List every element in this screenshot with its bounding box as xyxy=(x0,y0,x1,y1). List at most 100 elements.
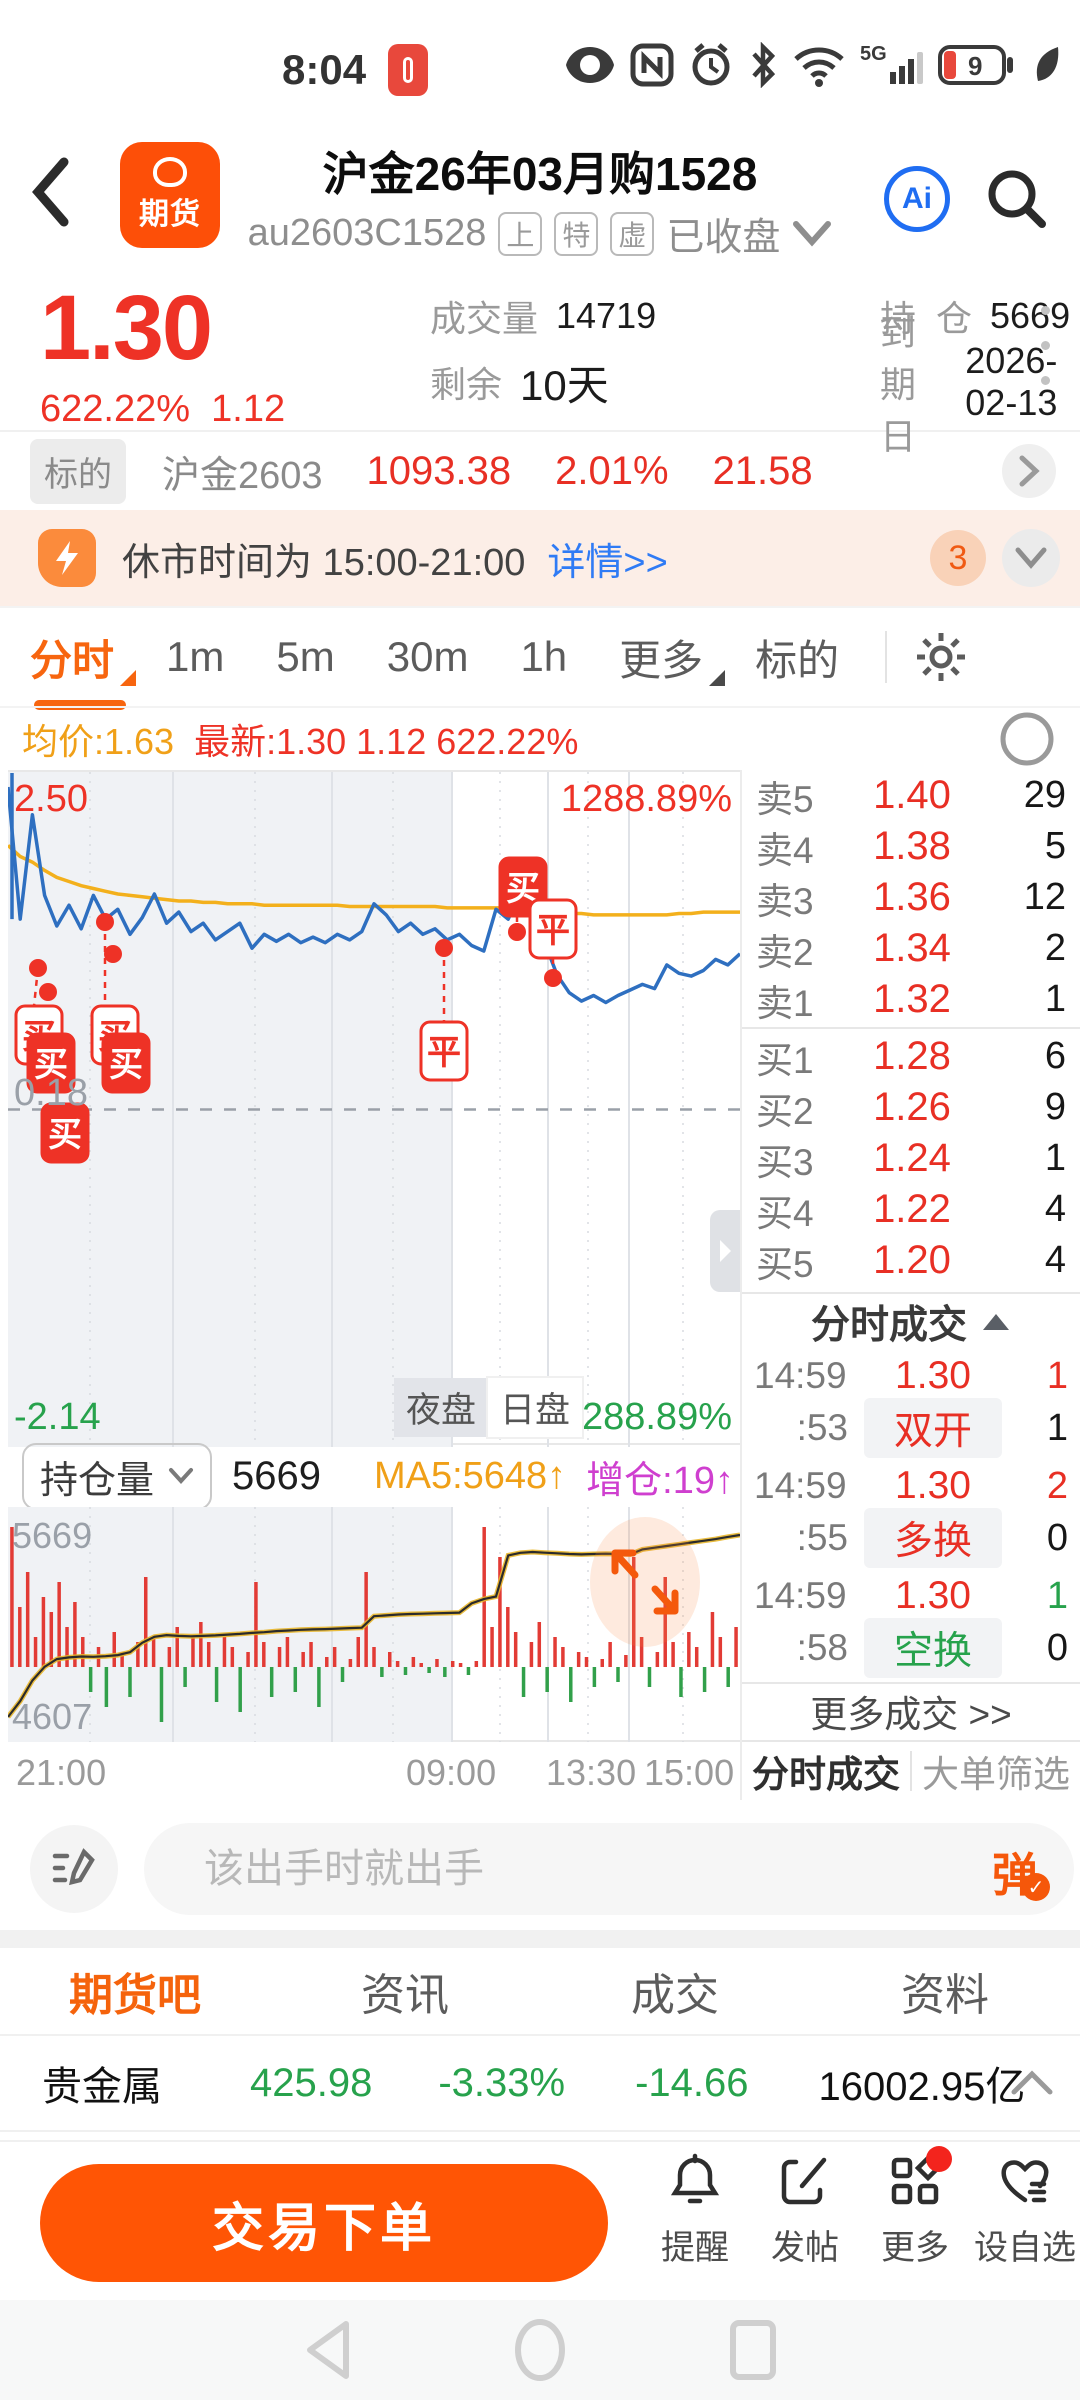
sector-pct: -3.33% xyxy=(438,2060,566,2105)
y-axis-mid: 0.18 xyxy=(14,1072,88,1114)
indicator-selector[interactable]: 持仓量 xyxy=(22,1442,213,1510)
price-change: 622.22% 1.12 xyxy=(40,388,286,430)
oi-value: 5669 xyxy=(232,1453,321,1498)
sector-price: 425.98 xyxy=(250,2060,373,2105)
bid-row[interactable]: 买4 1.22 4 xyxy=(756,1187,1066,1234)
trades-panel: 分时成交 14:59 1.30 1:53 双开 1 14:59 1.30 2:55 多换 0 14:… xyxy=(742,1292,1080,1738)
notice-detail-link[interactable]: 详情>> xyxy=(547,541,668,584)
svg-text:买: 买 xyxy=(48,1116,82,1154)
trade-entry[interactable]: 14:59 1.30 1:53 双开 1 xyxy=(742,1350,1080,1458)
y-axis-max: 2.50 xyxy=(14,778,88,820)
contract-code: au2603C1528 xyxy=(247,212,487,254)
nav-home-icon[interactable] xyxy=(512,2317,568,2383)
tab-futures-forum[interactable]: 期货吧 xyxy=(69,1971,201,2020)
eye-protection-icon xyxy=(566,47,614,83)
trades-header[interactable]: 分时成交 xyxy=(742,1294,1080,1350)
tab-more-periods[interactable]: 更多 xyxy=(619,627,726,688)
notice-banner[interactable]: 休市时间为 15:00-21:00 详情>> 3 xyxy=(0,510,1080,606)
oi-ma5: MA5:5648↑ xyxy=(373,1454,567,1497)
session-night[interactable]: 夜盘 xyxy=(394,1378,489,1437)
chevron-down-icon[interactable] xyxy=(792,220,832,248)
tab-5m[interactable]: 5m xyxy=(276,633,335,680)
session-day[interactable]: 日盘 xyxy=(488,1378,583,1437)
tab-timeline[interactable]: 分时 xyxy=(30,627,137,710)
tab-30m[interactable]: 30m xyxy=(386,633,469,680)
underlying-row[interactable]: 标的 沪金2603 1093.38 2.01% 21.58 xyxy=(0,432,1080,510)
oi-chart[interactable]: 5669 4607 xyxy=(6,1507,741,1742)
chevron-right-icon[interactable] xyxy=(1002,444,1056,498)
app-logo[interactable]: 期货 xyxy=(120,142,220,248)
ask-row[interactable]: 卖2 1.34 2 xyxy=(756,926,1066,973)
oi-header-row: 持仓量 5669 MA5:5648↑ 增仓:19↑ xyxy=(8,1442,740,1510)
trade-entry[interactable]: 14:59 1.30 1:58 空换 0 xyxy=(742,1570,1080,1678)
header-subrow: au2603C1528 上 特 虚 已收盘 xyxy=(0,206,1080,261)
ask-row[interactable]: 卖5 1.40 29 xyxy=(756,773,1066,820)
notice-count-badge: 3 xyxy=(930,530,986,586)
action-bar: 交易下单 提醒 发帖 更多 设自选 xyxy=(0,2140,1080,2300)
add-watchlist-button[interactable]: 设自选 xyxy=(970,2152,1080,2269)
notice-collapse-icon[interactable] xyxy=(1002,529,1060,587)
svg-text:买: 买 xyxy=(34,1046,68,1084)
tab-1m[interactable]: 1m xyxy=(166,633,225,680)
sector-amount: 16002.95亿 xyxy=(818,2065,1026,2109)
tab-big-orders[interactable]: 大单筛选 xyxy=(922,1754,1070,1795)
bid-row[interactable]: 买5 1.20 4 xyxy=(756,1238,1066,1285)
bid-row[interactable]: 买1 1.28 6 xyxy=(756,1034,1066,1081)
status-icons: 5G 9 xyxy=(564,42,1064,88)
sector-row[interactable]: 贵金属 425.98 -3.33% -14.66 16002.95亿 xyxy=(0,2036,1080,2132)
wifi-icon xyxy=(794,47,844,87)
underlying-name: 沪金2603 xyxy=(162,454,323,497)
badge-shanghai: 上 xyxy=(498,211,543,256)
more-menu-icon[interactable] xyxy=(1041,306,1050,385)
search-icon[interactable] xyxy=(984,166,1050,232)
alarm-icon xyxy=(692,43,730,86)
more-trades-link[interactable]: 更多成交 >> xyxy=(742,1682,1080,1738)
bid-row[interactable]: 买2 1.26 9 xyxy=(756,1085,1066,1132)
nav-back-icon[interactable] xyxy=(302,2318,352,2382)
tab-underlying[interactable]: 标的 xyxy=(755,636,840,684)
tab-1h[interactable]: 1h xyxy=(520,633,568,680)
quote-panel: 1.30 622.22% 1.12 成交量 14719 剩余 10天 持 仓 5669… xyxy=(0,270,1080,457)
session-toggle[interactable]: 夜盘 日盘 xyxy=(394,1378,583,1437)
eye-icon[interactable] xyxy=(998,710,1056,768)
heart-list-icon xyxy=(1001,2160,1049,2203)
power-save-leaf-icon xyxy=(1036,47,1059,81)
pct-axis-max: 1288.89% xyxy=(560,778,732,820)
svg-text:平: 平 xyxy=(427,1034,461,1072)
ask-row[interactable]: 卖4 1.38 5 xyxy=(756,824,1066,871)
ai-assistant-button[interactable]: Ai xyxy=(884,166,950,232)
post-list-icon[interactable] xyxy=(30,1825,118,1913)
gear-icon[interactable] xyxy=(913,629,969,685)
logo-label: 期货 xyxy=(139,198,201,231)
tab-trades[interactable]: 分时成交 xyxy=(752,1754,900,1795)
signal-5g-icon: 5G xyxy=(860,43,923,84)
chevron-up-icon[interactable] xyxy=(1010,2070,1054,2096)
badge-virtual: 虚 xyxy=(610,211,655,256)
trade-order-button[interactable]: 交易下单 xyxy=(40,2164,608,2282)
comment-input[interactable] xyxy=(204,1846,964,1892)
tab-profile-info[interactable]: 资料 xyxy=(901,1971,989,2020)
trades-footer-tabs: 分时成交 大单筛选 xyxy=(742,1740,1080,1800)
quote-col-right: 持 仓 5669 到期日 2026-02-13 xyxy=(880,295,1071,457)
bid-row[interactable]: 买3 1.24 1 xyxy=(756,1136,1066,1183)
price-chart[interactable]: 买买买买买平买平 2.50 1288.89% 0.18 -2.14 -1288.… xyxy=(6,770,742,1447)
more-button[interactable]: 更多 xyxy=(860,2146,970,2269)
tab-news[interactable]: 资讯 xyxy=(361,1971,449,2020)
ask-rows: 卖5 1.40 29 卖4 1.38 5 卖3 1.36 12 卖2 1.34 2 卖1 1.32 1 xyxy=(742,770,1080,1025)
nav-recents-icon[interactable] xyxy=(728,2318,778,2382)
tab-deals[interactable]: 成交 xyxy=(631,1971,719,2020)
resize-handle-icon[interactable] xyxy=(590,1517,700,1647)
battery-icon: 9 xyxy=(938,45,1013,85)
trade-entry[interactable]: 14:59 1.30 2:55 多换 0 xyxy=(742,1460,1080,1568)
panel-expand-handle[interactable] xyxy=(710,1210,740,1292)
alert-button[interactable]: 提醒 xyxy=(640,2152,750,2269)
back-icon[interactable] xyxy=(28,156,72,228)
status-time: 8:04 xyxy=(282,46,367,93)
notice-text: 休市时间为 15:00-21:00 xyxy=(122,541,526,584)
orderbook-divider xyxy=(742,1027,1080,1029)
market-status[interactable]: 已收盘 xyxy=(666,217,781,259)
post-button[interactable]: 发帖 xyxy=(750,2152,860,2269)
ask-row[interactable]: 卖1 1.32 1 xyxy=(756,977,1066,1024)
ask-row[interactable]: 卖3 1.36 12 xyxy=(756,875,1066,922)
quote-col-mid: 成交量 14719 剩余 10天 xyxy=(430,295,657,409)
